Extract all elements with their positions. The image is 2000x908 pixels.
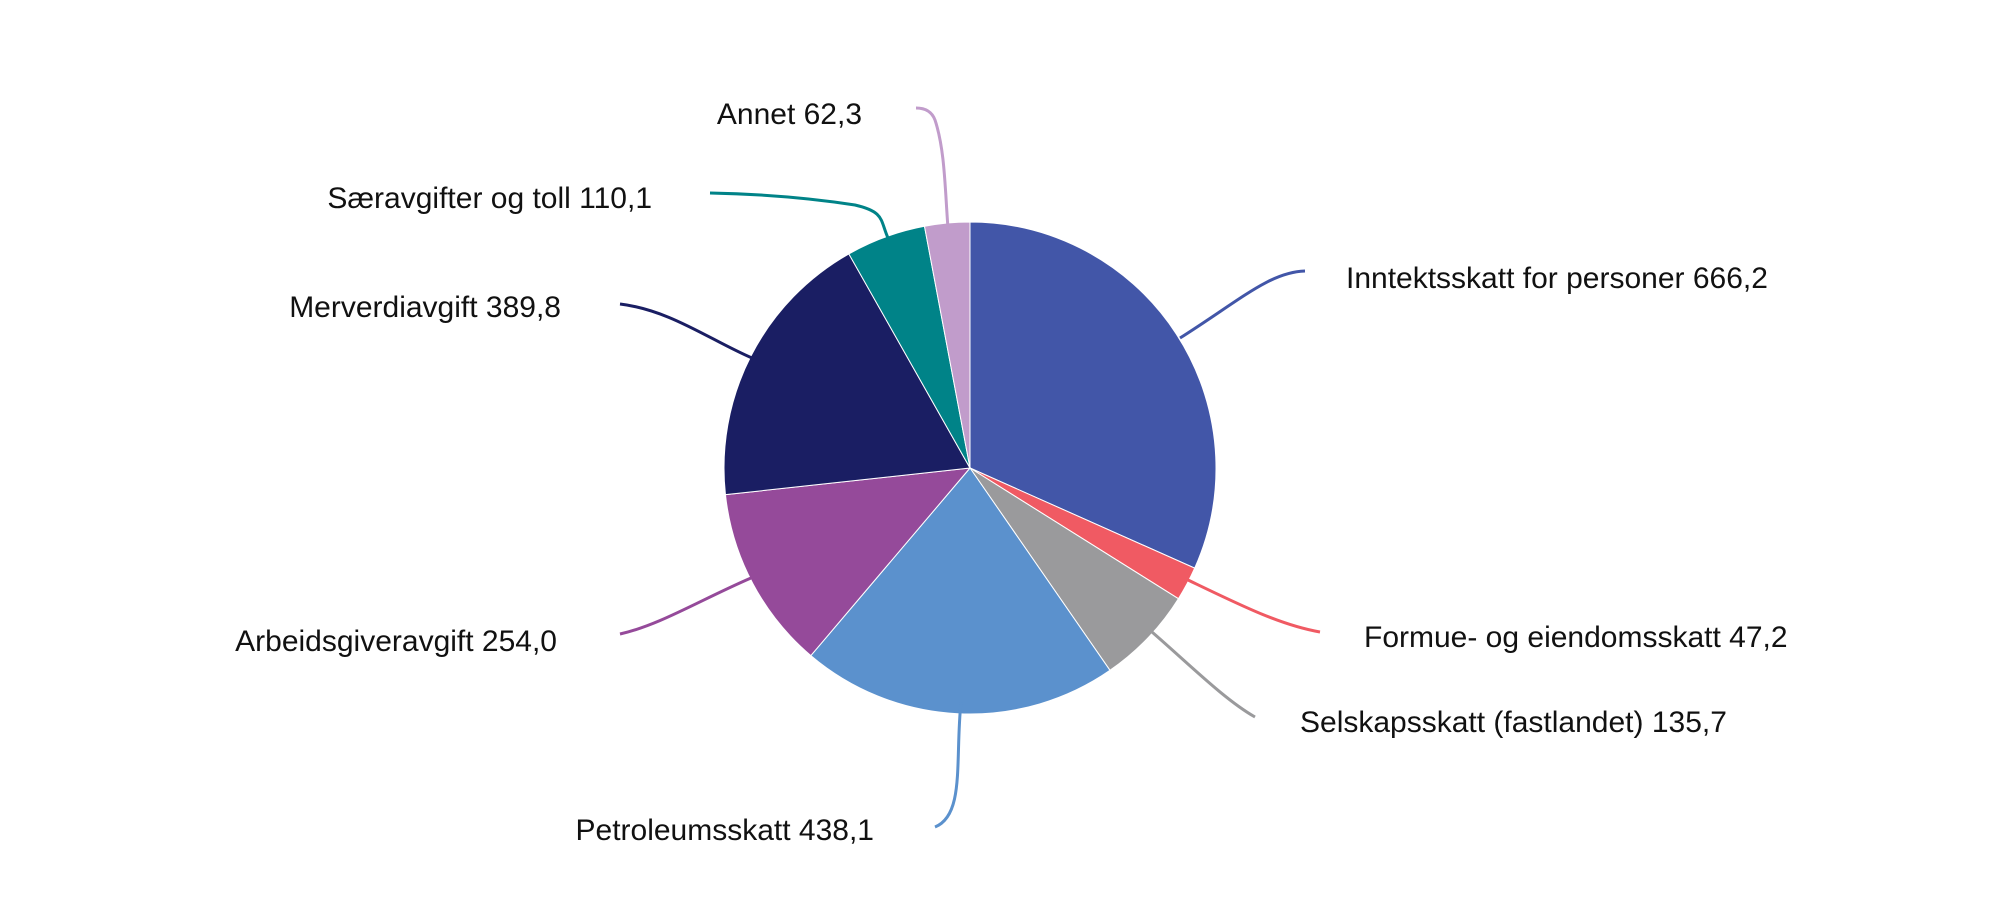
leader-line-7 — [709, 191, 890, 239]
label-inntektsskatt: Inntektsskatt for personer 666,2 — [1346, 262, 1768, 295]
label-arbeidsgiveravgift: Arbeidsgiveravgift 254,0 — [235, 625, 557, 658]
slice-labels: Inntektsskatt for personer 666,2 Formue-… — [235, 98, 1787, 847]
label-petroleumsskatt: Petroleumsskatt 438,1 — [576, 814, 875, 847]
pie-slices — [723, 221, 1217, 715]
pie-slice-4 — [810, 467, 1111, 715]
leader-line-8 — [915, 106, 950, 229]
label-merverdiavgift: Merverdiavgift 389,8 — [289, 291, 561, 324]
leader-line-5 — [619, 576, 752, 636]
leader-line-6 — [619, 302, 753, 360]
label-annet: Annet 62,3 — [717, 98, 862, 131]
label-formue-eiendomsskatt: Formue- og eiendomsskatt 47,2 — [1364, 621, 1788, 654]
label-saeravgifter-toll: Særavgifter og toll 110,1 — [327, 182, 652, 215]
pie-slice-6 — [723, 253, 971, 496]
leader-lines — [619, 106, 1321, 829]
pie-slice-5 — [724, 467, 972, 657]
label-selskapsskatt: Selskapsskatt (fastlandet) 135,7 — [1300, 706, 1727, 739]
leader-line-2 — [1187, 578, 1321, 634]
leader-line-4 — [934, 701, 963, 829]
leader-line-3 — [1151, 630, 1256, 719]
leader-line-1 — [1179, 269, 1306, 340]
pie-slice-1 — [969, 221, 1217, 569]
